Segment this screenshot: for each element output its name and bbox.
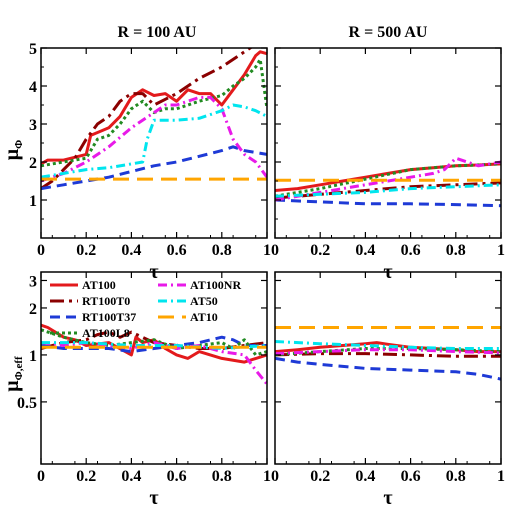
panel-frame — [40, 47, 268, 239]
series-line-rt100t37 — [41, 335, 267, 354]
x-tick-label: 0.6 — [401, 242, 421, 259]
y-tick-label: 5 — [29, 41, 37, 58]
x-tick-label: 0.6 — [167, 468, 187, 485]
x-tick-label: 1 — [497, 242, 505, 259]
series-line-rt100t37 — [41, 145, 267, 191]
y-tick-label: 3 — [29, 117, 37, 134]
legend-label: AT100 — [82, 278, 116, 292]
series-line-at100nr — [41, 95, 267, 183]
x-tick-label: 0.8 — [212, 242, 232, 259]
x-tick-label: 0.2 — [76, 242, 96, 259]
series-line-rt100t37 — [275, 198, 501, 208]
x-tick-label: 0.4 — [355, 242, 375, 259]
svg-text:μΦ,eff: μΦ,eff — [1, 356, 25, 392]
title-right: R = 500 AU — [349, 24, 428, 41]
y-tick-label: 4 — [29, 79, 37, 96]
series-line-rt100t37 — [275, 356, 501, 381]
series-line-at100nr — [275, 156, 501, 202]
series-line-rt100t0 — [275, 181, 501, 200]
ylabel-bottom: μΦ,eff — [1, 356, 25, 392]
x-tick-label: 0.2 — [310, 468, 330, 485]
legend-label: AT100L8 — [82, 326, 130, 340]
ylabel-top: μΦ — [1, 140, 25, 160]
x-tick-label: 0 — [271, 242, 279, 259]
x-axis-label: τ — [149, 487, 158, 509]
panel-frame — [274, 47, 502, 239]
panel-bottom-right: 0 0.2 0.4 0.6 0.8 1 τ — [271, 271, 505, 509]
series-group — [41, 323, 267, 386]
x-tick-label: 0.8 — [446, 468, 466, 485]
legend-item-rt100t37: RT100T37 — [50, 310, 136, 324]
ylabel-top-sub: Φ — [13, 140, 25, 149]
x-tick-label: 0.4 — [121, 468, 141, 485]
legend-label: AT10 — [190, 310, 218, 324]
y-tick-label: 2 — [29, 155, 37, 172]
y-tick-label: 2 — [29, 301, 37, 318]
panel-frame — [274, 271, 502, 465]
x-tick-label: 0.6 — [167, 242, 187, 259]
y-tick-label: 1 — [29, 348, 37, 365]
panel-top-right: 0 0.2 0.4 0.6 0.8 1τ — [271, 47, 505, 283]
legend-label: RT100T37 — [82, 310, 136, 324]
x-tick-label: 1 — [263, 242, 271, 259]
x-tick-label: 0 — [271, 468, 279, 485]
legend-item-at100: AT100 — [50, 278, 116, 292]
series-line-at100 — [275, 341, 501, 354]
y-tick-label: 3 — [29, 273, 37, 290]
panel-bottom-left: 0 0.2 0.4 0.6 0.8 1 0.5 1 2 3 τ — [17, 271, 271, 509]
series-line-at100l8 — [275, 347, 501, 357]
x-tick-label: 1 — [497, 468, 505, 485]
legend-item-at10: AT10 — [158, 310, 218, 324]
x-tick-label: 0.6 — [401, 468, 421, 485]
x-tick-label: 0.4 — [355, 468, 375, 485]
x-tick-label: 0.4 — [121, 242, 141, 259]
legend: AT100 AT100NR RT100T0 AT50 RT100T37 AT10 AT100… — [50, 278, 241, 340]
panel-frame — [40, 271, 268, 465]
y-tick-label: 0.5 — [17, 395, 37, 412]
x-tick-label: 0.8 — [446, 242, 466, 259]
series-group — [41, 48, 267, 191]
x-tick-label: 0 — [37, 468, 45, 485]
x-tick-label: 0.2 — [310, 242, 330, 259]
legend-label: AT50 — [190, 294, 218, 308]
legend-label: AT100NR — [190, 278, 241, 292]
series-line-rt100t0 — [41, 330, 267, 350]
legend-item-at100l8: AT100L8 — [50, 326, 130, 340]
series-line-at50 — [41, 103, 267, 179]
ylabel-top-main: μ — [1, 148, 23, 160]
legend-item-rt100t0: RT100T0 — [50, 294, 130, 308]
svg-text:μΦ: μΦ — [1, 140, 25, 160]
series-line-rt100t0 — [275, 352, 501, 358]
ylabel-bottom-main: μ — [1, 380, 23, 392]
series-line-rt100t0 — [41, 48, 253, 190]
x-tick-label: 1 — [263, 468, 271, 485]
y-tick-label: 1 — [29, 193, 37, 210]
legend-item-at50: AT50 — [158, 294, 218, 308]
x-axis-label: τ — [383, 487, 392, 509]
series-line-at100 — [41, 50, 267, 166]
x-tick-label: 0 — [37, 242, 45, 259]
x-tick-label: 0.8 — [212, 468, 232, 485]
series-group — [275, 326, 501, 381]
ylabel-bottom-sub: Φ,eff — [13, 356, 25, 380]
legend-item-at100nr: AT100NR — [158, 278, 241, 292]
series-line-at100l8 — [275, 162, 501, 198]
title-left: R = 100 AU — [118, 24, 197, 41]
series-group — [275, 156, 501, 208]
legend-label: RT100T0 — [82, 294, 130, 308]
x-tick-label: 0.2 — [76, 468, 96, 485]
